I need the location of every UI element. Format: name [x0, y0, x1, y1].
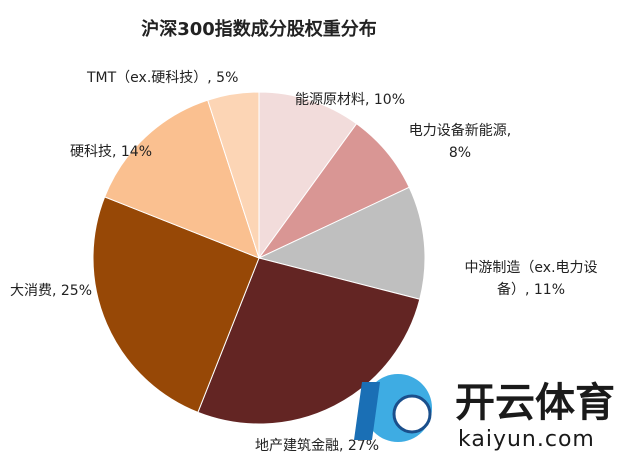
data-label: TMT（ex.硬科技）, 5% [86, 70, 238, 86]
watermark-ball [392, 394, 432, 434]
watermark: 开云体育 kaiyun.com [354, 374, 615, 452]
watermark-site: kaiyun.com [458, 427, 595, 452]
slice [257, 186, 426, 300]
slice [258, 91, 358, 260]
labels: 能源原材料, 10%电力设备新能源, 8% 中游制造（ex.电力设备）, 11% 地产… [10, 70, 598, 454]
data-label: 中游制造（ex.电力设备）, 11% [464, 260, 597, 298]
data-label: 硬科技, 14% [70, 144, 152, 160]
data-label: 地产建筑金融, 27% [255, 438, 379, 454]
pie [92, 91, 426, 425]
slice [207, 91, 260, 259]
chart-title: 沪深300指数成分股权重分布 [141, 18, 377, 40]
data-label: 能源原材料, 10% [295, 92, 405, 108]
slice [92, 196, 260, 413]
data-label: 大消费, 25% [10, 283, 92, 299]
watermark-k [354, 382, 380, 440]
watermark-brand: 开云体育 [455, 380, 615, 426]
data-label: 电力设备新能源, 8% [409, 122, 511, 161]
